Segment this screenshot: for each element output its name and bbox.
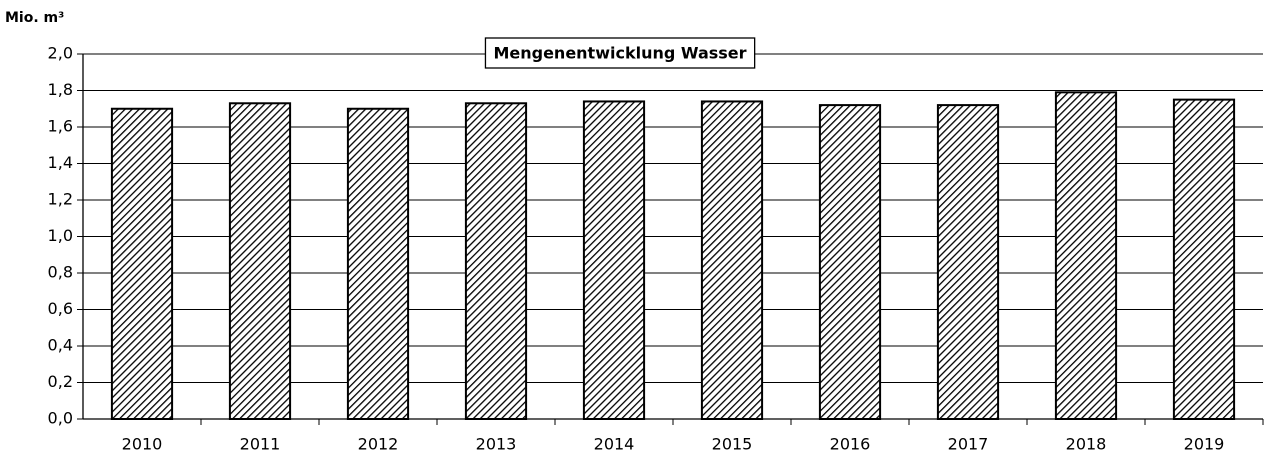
y-tick-label: 2,0 (48, 44, 73, 63)
bar (936, 104, 1000, 420)
y-tick-label: 0,2 (48, 372, 73, 391)
bar (346, 107, 410, 420)
x-tick-label: 2017 (948, 435, 989, 454)
x-tick-label: 2016 (830, 435, 871, 454)
x-tick-label: 2012 (358, 435, 399, 454)
y-tick-label: 1,4 (48, 153, 73, 172)
x-tick-label: 2019 (1184, 435, 1225, 454)
bar (1172, 98, 1236, 420)
y-tick-label: 1,6 (48, 117, 73, 136)
bar (1054, 91, 1118, 420)
x-tick-label: 2013 (476, 435, 517, 454)
plot-area: 0,0 0,2 0,4 0,6 0,8 1,0 1,2 1,4 1,6 1,8 2,0 2010 201… (48, 44, 1264, 454)
bar (228, 102, 292, 421)
y-tick-label: 0,4 (48, 336, 73, 355)
x-tick-label: 2014 (594, 435, 635, 454)
y-tick-label: 1,8 (48, 80, 73, 99)
bar (110, 107, 174, 420)
y-axis-label: Mio. m³ (5, 10, 64, 26)
bar (464, 102, 528, 421)
x-tick-label: 2011 (240, 435, 281, 454)
y-tick-label: 0,0 (48, 409, 73, 428)
y-tick-label: 0,6 (48, 299, 73, 318)
y-tick-label: 1,0 (48, 226, 73, 245)
chart-title: Mengenentwicklung Wasser (493, 44, 746, 63)
y-tick-label: 1,2 (48, 190, 73, 209)
y-tick-label: 0,8 (48, 263, 73, 282)
bar (582, 100, 646, 420)
x-tick-label: 2010 (122, 435, 163, 454)
bar (700, 100, 764, 420)
title-frame (484, 37, 756, 69)
x-tick-label: 2015 (712, 435, 753, 454)
x-tick-label: 2018 (1066, 435, 1107, 454)
bar (818, 104, 882, 420)
title-box: Mengenentwicklung Wasser (484, 37, 756, 69)
